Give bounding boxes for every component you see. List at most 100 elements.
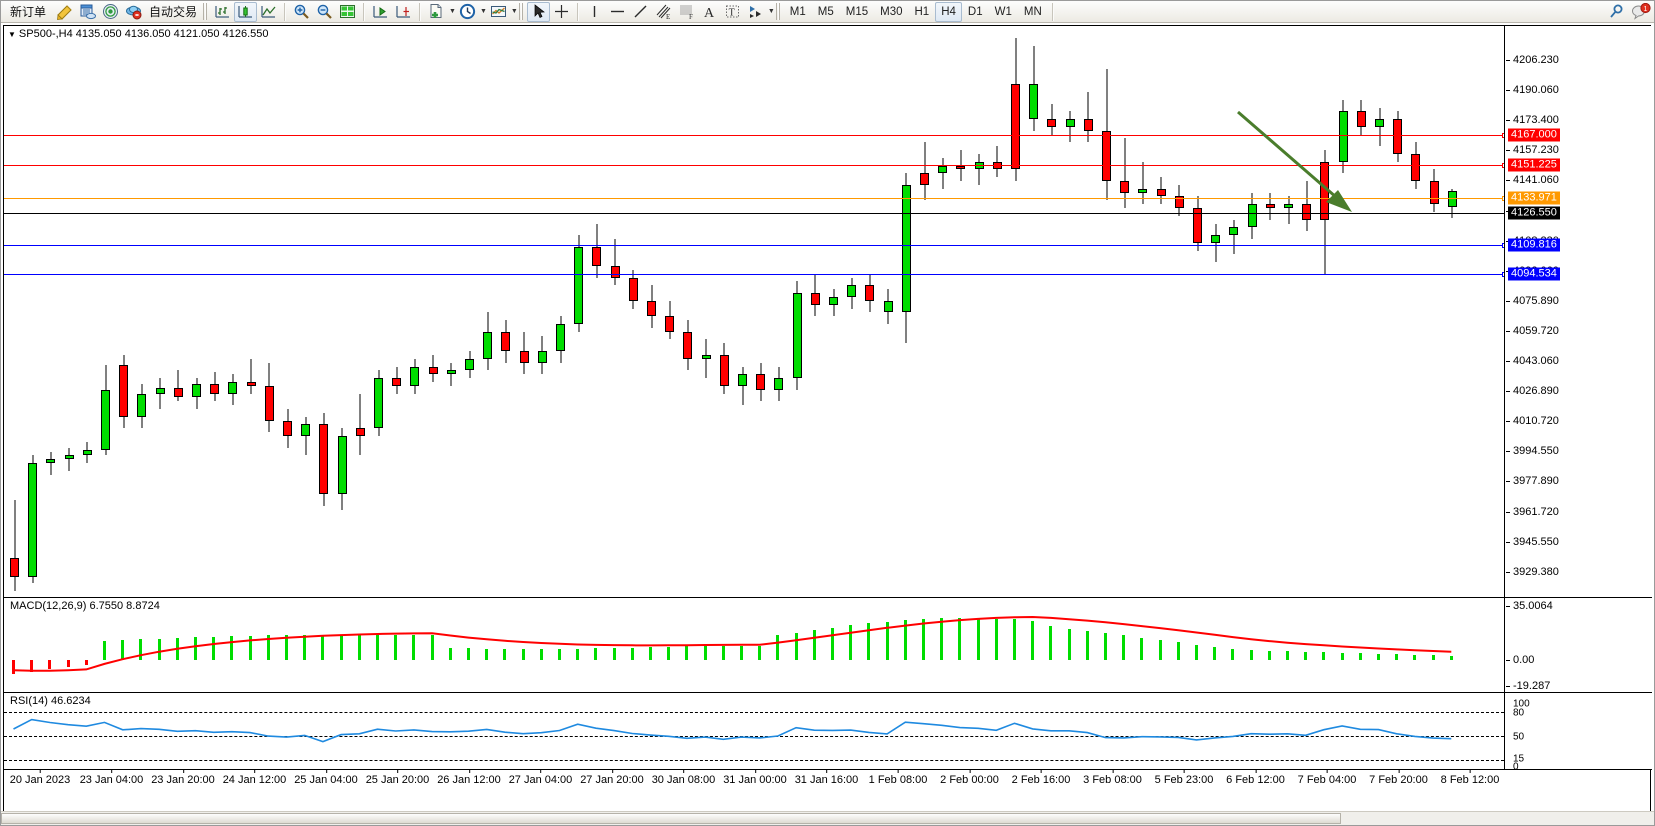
new-chart-dropdown-caret[interactable]: ▼ [449, 8, 456, 15]
timeframe-M5[interactable]: M5 [817, 5, 834, 18]
candlestick-chart-icon[interactable] [234, 1, 258, 22]
candle [792, 26, 802, 597]
candle [374, 26, 383, 597]
timeframe-W1[interactable]: W1 [994, 5, 1012, 18]
macd-tick-max: 35.0064 [1506, 600, 1553, 612]
text-icon[interactable]: A [698, 2, 721, 22]
level-line-4167[interactable] [4, 133, 1504, 138]
candle [64, 26, 74, 597]
timeframe-MN[interactable]: MN [1023, 5, 1042, 18]
bar-chart-icon[interactable] [211, 2, 234, 22]
price-label-4151[interactable]: 4151.225 [1508, 158, 1560, 172]
candle-body [701, 354, 711, 359]
new-order-button[interactable]: 新订单 [3, 2, 53, 22]
macd-bar [558, 648, 561, 660]
macd-bar [612, 647, 616, 660]
candle-body [1047, 119, 1057, 127]
level-anchor[interactable] [1502, 272, 1504, 277]
fibonacci-icon[interactable]: F [675, 2, 698, 22]
timeframe-M1[interactable]: M1 [789, 5, 806, 18]
equidistant-channel-icon[interactable]: E [652, 2, 675, 22]
macd-bar [576, 648, 580, 660]
objects-dropdown-caret[interactable]: ▼ [767, 8, 775, 15]
zoom-in-icon[interactable] [290, 2, 313, 22]
level-line-4134[interactable] [4, 196, 1504, 201]
objects-icon[interactable] [744, 2, 767, 22]
timeframe-H1[interactable]: H1 [914, 5, 930, 18]
macd-plot[interactable] [4, 598, 1504, 692]
price-label-4167[interactable]: 4167.000 [1508, 128, 1560, 142]
macd-pane[interactable]: MACD(12,26,9) 6.7550 8.8724 35.0064 0.00… [4, 598, 1652, 693]
candle-body [537, 351, 547, 363]
indicators-icon[interactable] [487, 2, 510, 22]
text-label-icon[interactable]: T [721, 2, 744, 22]
line-chart-icon[interactable] [257, 2, 280, 22]
candle-body [1338, 111, 1348, 162]
horizontal-scrollbar[interactable] [1, 811, 1654, 825]
level-anchor[interactable] [1502, 243, 1504, 248]
price-label-4110[interactable]: 4109.816 [1508, 238, 1560, 252]
macd-bar [994, 618, 998, 660]
macd-bar [376, 634, 379, 660]
timeframe-M15[interactable]: M15 [845, 5, 869, 18]
price-pane[interactable]: ▼ SP500-,H4 4135.050 4136.050 4121.050 41… [4, 26, 1652, 598]
horizontal-line-icon[interactable] [606, 2, 629, 22]
toolbar-grip[interactable] [203, 3, 209, 20]
timeframe-M30[interactable]: M30 [880, 5, 903, 18]
rsi-pane[interactable]: RSI(14) 46.6234 100 80 50 15 0 [4, 693, 1652, 773]
candle [683, 26, 693, 597]
candle [938, 26, 948, 597]
macd-bar [521, 648, 525, 660]
indicators-dropdown-caret[interactable]: ▼ [510, 8, 518, 15]
level-line-4151[interactable] [4, 163, 1504, 168]
symbol-caret-icon[interactable]: ▼ [8, 30, 16, 39]
price-tick: 3929.380 [1506, 565, 1559, 578]
toolbar-grip[interactable] [518, 3, 524, 20]
period-dropdown-caret[interactable]: ▼ [479, 8, 487, 15]
rsi-plot[interactable] [4, 693, 1504, 769]
new-chart-icon[interactable] [425, 2, 448, 22]
chart-shift-icon[interactable] [369, 2, 392, 22]
candle [82, 26, 92, 597]
search-icon[interactable] [1605, 2, 1628, 22]
candle-wick [705, 339, 707, 379]
macd-bar [1013, 619, 1016, 660]
cursor-icon[interactable] [526, 1, 550, 22]
chart-area[interactable]: ▼ SP500-,H4 4135.050 4136.050 4121.050 41… [1, 23, 1654, 825]
price-plot[interactable] [4, 26, 1504, 597]
radar-green-icon[interactable] [99, 2, 122, 22]
pencil-gold-icon[interactable] [53, 2, 76, 22]
toolbar-grip[interactable] [775, 3, 781, 20]
macd-bar [448, 647, 452, 660]
crosshair-icon[interactable] [550, 2, 573, 22]
level-line-4110[interactable] [4, 243, 1504, 248]
level-anchor[interactable] [1502, 196, 1504, 201]
scrollbar-thumb[interactable] [1, 813, 1341, 824]
trendline-icon[interactable] [629, 2, 652, 22]
vertical-line-icon[interactable] [583, 2, 606, 22]
macd-bar [685, 646, 689, 660]
clock-icon[interactable] [456, 2, 479, 22]
auto-scroll-icon[interactable] [392, 2, 415, 22]
level-anchor[interactable] [1502, 163, 1504, 168]
candle-body [628, 277, 638, 301]
macd-bar [976, 618, 980, 660]
time-axis[interactable]: 20 Jan 2023 23 Jan 04:00 23 Jan 20:00 24 Ja… [4, 769, 1652, 821]
auto-trade-label: 自动交易 [149, 5, 198, 19]
timeframe-D1[interactable]: D1 [967, 5, 983, 18]
data-window-icon[interactable] [76, 2, 99, 22]
level-line-4094[interactable] [4, 272, 1504, 277]
candle-wick [614, 238, 616, 286]
zoom-out-icon[interactable] [313, 2, 336, 22]
level-anchor[interactable] [1502, 133, 1504, 138]
candle-body [665, 316, 675, 332]
price-axis[interactable]: 4206.230 4190.060 4173.400 4157.230 4141.060… [1504, 26, 1652, 597]
auto-trading-icon[interactable] [122, 2, 145, 22]
alerts-balloon-icon[interactable]: 1 [1628, 2, 1654, 22]
timeframe-H4[interactable]: H4 [935, 1, 962, 22]
candle [428, 26, 438, 597]
price-label-4094[interactable]: 4094.534 [1508, 267, 1560, 281]
market-watch-icon[interactable] [336, 2, 359, 22]
auto-trade-label-button[interactable]: 自动交易 [145, 2, 202, 22]
price-label-4134[interactable]: 4133.971 [1508, 191, 1560, 205]
